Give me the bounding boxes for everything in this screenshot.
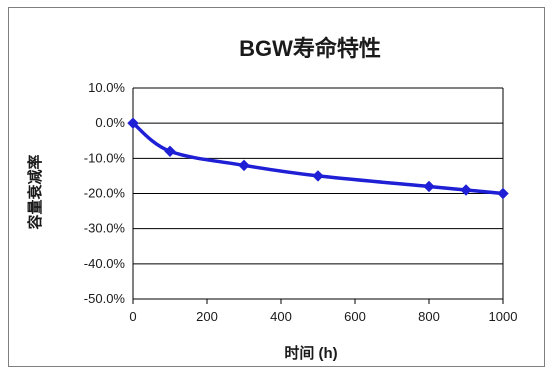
data-series xyxy=(127,117,509,200)
data-point-6 xyxy=(497,187,509,200)
y-tick-label-0: 10.0% xyxy=(88,80,125,95)
x-tick-label-3: 600 xyxy=(344,309,366,324)
chart-frame: BGW寿命特性 10.0% 0.0% -10.0% -20.0% -30.0% -40.0… xyxy=(8,7,545,367)
y-tick-label-2: -10.0% xyxy=(84,150,126,165)
axes xyxy=(132,88,504,304)
chart-title: BGW寿命特性 xyxy=(239,36,381,61)
x-tick-label-0: 0 xyxy=(129,309,136,324)
data-point-1 xyxy=(164,145,176,158)
x-tick-label-5: 1000 xyxy=(489,309,518,324)
x-tick-label-4: 800 xyxy=(418,309,440,324)
data-point-3 xyxy=(312,170,324,182)
y-tick-label-1: 0.0% xyxy=(95,115,125,130)
y-tick-label-6: -50.0% xyxy=(84,291,126,306)
y-tick-label-5: -40.0% xyxy=(84,256,126,271)
x-tick-label-1: 200 xyxy=(196,309,218,324)
data-point-0 xyxy=(127,117,139,129)
data-point-4 xyxy=(423,180,435,193)
y-tick-label-3: -20.0% xyxy=(84,186,126,201)
y-axis-title: 容量衰减率 xyxy=(26,154,44,230)
data-point-5 xyxy=(460,184,472,196)
tick-labels: 10.0% 0.0% -10.0% -20.0% -30.0% -40.0% -50.0%0… xyxy=(84,80,518,324)
x-axis-title: 时间 (h) xyxy=(284,344,337,362)
line-chart: BGW寿命特性 10.0% 0.0% -10.0% -20.0% -30.0% -40.0… xyxy=(26,36,518,362)
grid-lines xyxy=(133,87,503,300)
x-tick-label-2: 400 xyxy=(270,309,292,324)
y-tick-label-4: -30.0% xyxy=(84,221,126,236)
data-point-2 xyxy=(238,159,250,172)
